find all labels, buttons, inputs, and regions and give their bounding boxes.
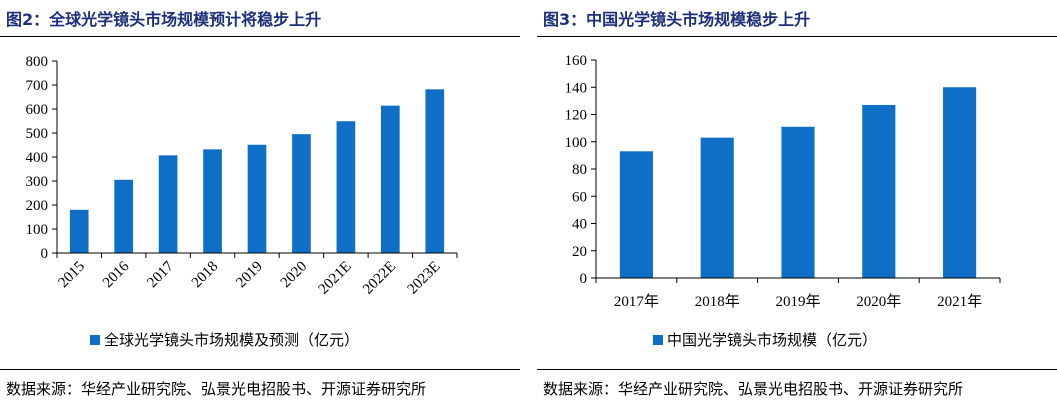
title-divider [537,36,1057,37]
chart-panel-global: 图2：全球光学镜头市场规模预计将稳步上升 0 100 200 300 400 500 600… [0,0,520,405]
chart-title: 图3：中国光学镜头市场规模稳步上升 [543,10,811,29]
y-tick-label: 400 [26,150,49,166]
legend-swatch [653,335,663,345]
y-tick-label: 40 [572,217,587,233]
bar [336,121,356,254]
bar [781,126,815,278]
y-tick-label: 60 [572,189,587,205]
bar [619,151,653,278]
y-tick-label: 600 [26,102,49,118]
x-tick-label: 2022E [360,259,399,298]
chart-panel-china: 图3：中国光学镜头市场规模稳步上升 0 20 40 60 80 100 120 140 160 2… [537,0,1057,405]
y-tick-label: 80 [572,162,587,178]
bar [700,137,734,278]
x-tick-label: 2020 [278,259,311,292]
bar [943,87,977,278]
y-tick-label: 200 [26,198,49,214]
x-tick-label: 2021年 [937,293,982,310]
x-tick-label: 2017 [144,258,177,291]
x-tick-label: 2019年 [775,293,820,310]
bar [862,104,896,279]
y-tick-label: 160 [565,53,588,69]
y-tick-label: 0 [580,271,588,287]
bar [203,149,222,253]
y-tick-label: 0 [41,246,49,262]
title-divider [0,36,520,37]
data-source-note: 数据来源：华经产业研究院、弘景光电招股书、开源证券研究所 [6,380,427,398]
china-lens-market-bar-chart: 0 20 40 60 80 100 120 140 160 2017年 2018年 2019年 2020… [565,53,1001,349]
bar [247,144,267,253]
x-tick-label: 2017年 [614,293,659,310]
y-tick-label: 140 [565,80,588,96]
y-tick-label: 700 [26,78,49,94]
legend-label: 全球光学镜头市场规模及预测（亿元） [104,331,359,349]
chart-title: 图2：全球光学镜头市场规模预计将稳步上升 [6,10,322,29]
y-tick-label: 100 [26,222,49,238]
y-tick-label: 800 [26,54,49,70]
bar [69,209,89,253]
y-tick-label: 100 [565,135,588,151]
legend-label: 中国光学镜头市场规模（亿元） [667,331,877,349]
source-divider [0,369,520,370]
legend-swatch [90,335,100,345]
x-tick-label: 2020年 [856,293,901,310]
global-lens-market-bar-chart: 0 100 200 300 400 500 600 700 800 2015 2016 2017 201… [26,54,458,349]
x-tick-label: 2023E [405,259,444,298]
bar [381,105,400,253]
source-divider [537,369,1057,370]
y-tick-label: 20 [572,244,587,260]
x-tick-label: 2019 [233,259,266,292]
x-tick-label: 2018年 [695,293,740,310]
y-tick-label: 300 [26,174,49,190]
x-tick-label: 2018 [189,259,222,292]
data-source-note: 数据来源：华经产业研究院、弘景光电招股书、开源证券研究所 [543,380,964,398]
bar [292,134,311,253]
bar [114,179,133,253]
x-tick-label: 2016 [100,258,133,291]
x-tick-label: 2021E [316,259,355,298]
y-tick-label: 500 [26,126,49,142]
x-tick-label: 2015 [56,259,89,292]
bar [158,155,178,253]
bar [425,89,445,253]
y-tick-label: 120 [565,108,588,124]
